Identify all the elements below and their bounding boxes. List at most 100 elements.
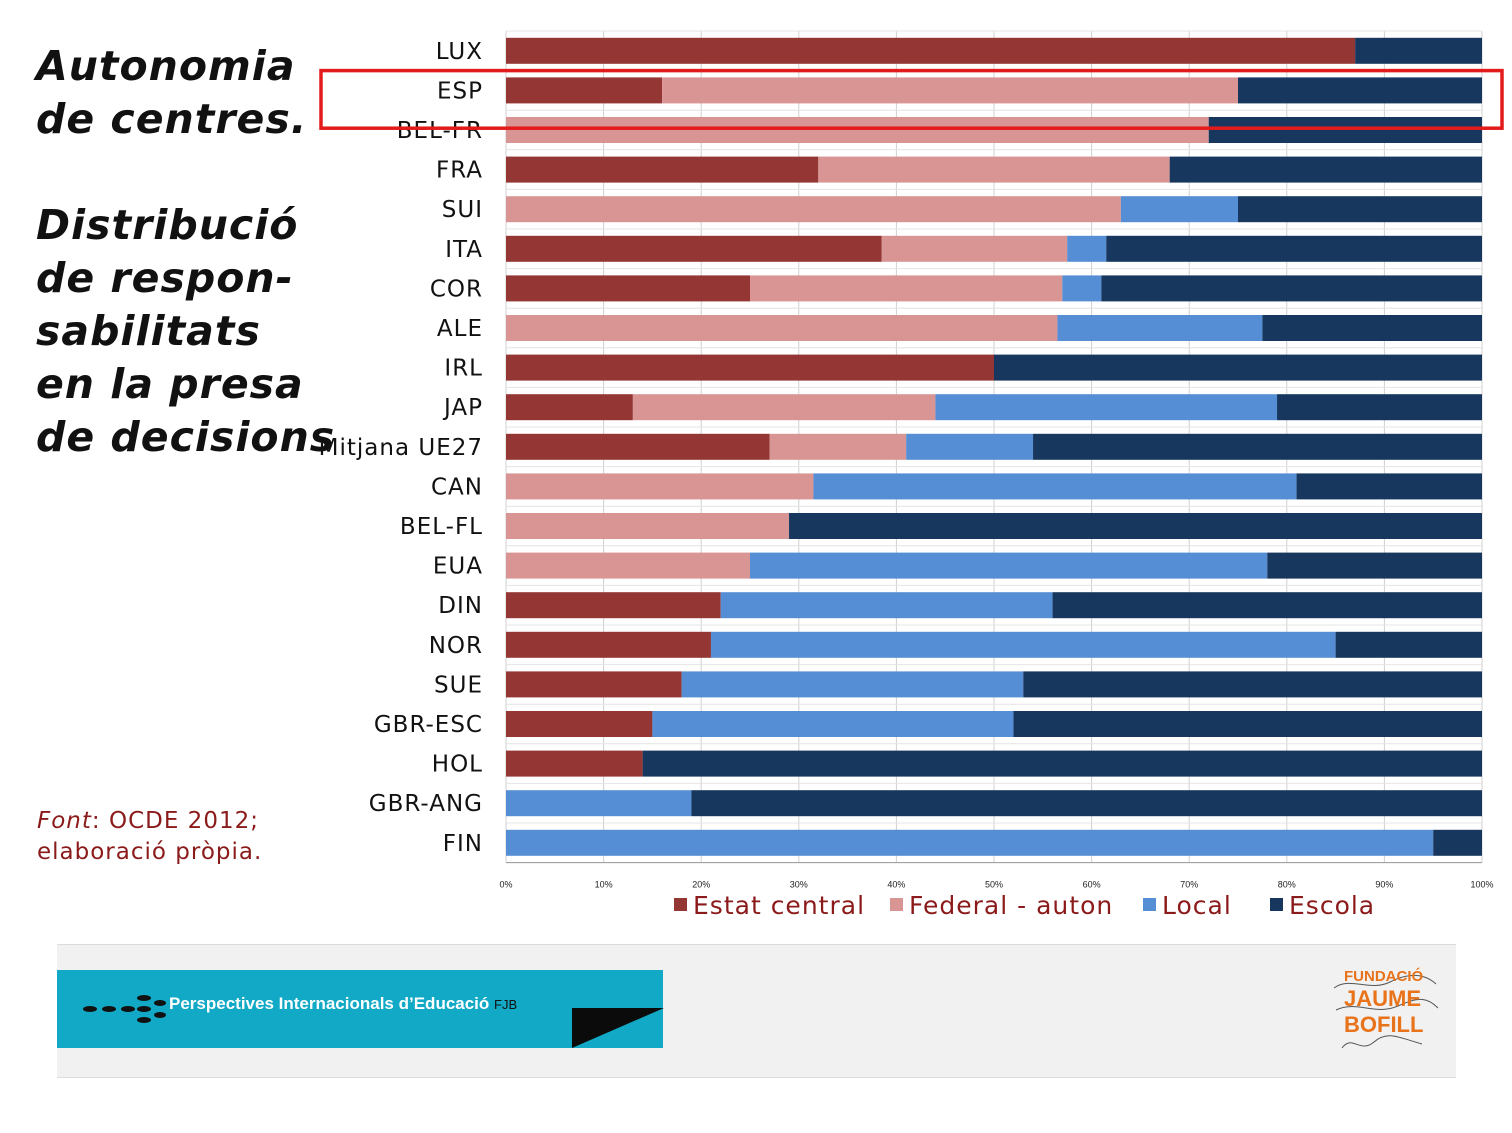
bar-segment	[506, 592, 721, 619]
bar-segment	[1023, 671, 1482, 698]
bar-segment	[691, 790, 1482, 817]
logo-line: FUNDACIÓ	[1344, 968, 1424, 985]
bar-segment	[750, 275, 1063, 302]
title-line: Distribució	[36, 201, 299, 249]
category-label: GBR-ANG	[369, 791, 483, 817]
x-tick-label: 50%	[985, 880, 1003, 890]
x-tick-label: 90%	[1375, 880, 1393, 890]
category-label: BEL-FL	[400, 514, 483, 540]
bar-segment	[506, 631, 711, 658]
bar-segment	[506, 235, 882, 262]
bar-segment	[1120, 196, 1238, 223]
bar-segment	[506, 671, 682, 698]
bar-segment	[1238, 77, 1482, 104]
category-label: LUX	[436, 39, 483, 65]
category-label: HOL	[432, 752, 483, 778]
bar-segment	[789, 513, 1482, 539]
source-text: : OCDE 2012;	[91, 808, 259, 834]
stacked-bar-chart: LUX ESP BEL-FR FRA SUI ITA COR ALE IRL JAP Mitjana…	[319, 30, 1504, 920]
source-text-2: elaboració pròpia.	[37, 839, 263, 865]
bar-segment	[506, 315, 1058, 341]
legend-swatch	[1270, 898, 1283, 911]
category-label: FIN	[443, 831, 483, 857]
title-line: de respon-	[36, 254, 294, 302]
banner-text: Perspectives Internacionals d’Educació	[169, 994, 490, 1013]
bar-segment	[710, 631, 1336, 658]
bar-segment	[1101, 275, 1482, 302]
x-tick-label: 80%	[1278, 880, 1296, 890]
chart-title: Autonomia de centres. Distribució de res…	[36, 40, 335, 464]
bar-segment	[1062, 275, 1102, 302]
bar-segment	[506, 750, 643, 777]
x-tick-label: 0%	[499, 880, 512, 890]
category-label: IRL	[444, 356, 483, 382]
x-tick-label: 20%	[692, 880, 710, 890]
foundation-logo: FUNDACIÓ JAUME BOFILL	[1330, 962, 1440, 1062]
category-label: JAP	[442, 395, 483, 421]
bar-segment	[1106, 235, 1482, 262]
source-label: Font	[37, 808, 92, 834]
x-tick-label: 30%	[790, 880, 808, 890]
x-tick-label: 70%	[1180, 880, 1198, 890]
bar-segment	[935, 394, 1278, 421]
category-label: COR	[430, 276, 483, 302]
category-label: Mitjana UE27	[319, 435, 483, 461]
bar-segment	[813, 473, 1297, 500]
bar-segment	[506, 37, 1356, 64]
category-label: SUE	[434, 672, 483, 698]
source-note: Font: OCDE 2012; elaboració pròpia.	[37, 806, 262, 868]
bar-segment	[1277, 394, 1482, 421]
title-line: Autonomia	[36, 42, 296, 90]
title-line: de decisions	[36, 413, 336, 461]
legend-label: Local	[1162, 891, 1232, 920]
bar-segment	[506, 552, 750, 579]
x-tick-label: 60%	[1083, 880, 1101, 890]
bar-segment	[506, 513, 790, 539]
bar-segment	[662, 77, 1238, 104]
bar-segment	[1033, 433, 1482, 460]
bar-segment	[506, 117, 1209, 143]
bar-segment	[1355, 37, 1482, 64]
category-label: ESP	[437, 78, 483, 104]
category-label: ITA	[445, 237, 483, 263]
signature-scribble	[1333, 975, 1439, 1049]
logo-line: JAUME	[1344, 986, 1422, 1011]
banner	[57, 970, 663, 1048]
category-label: ALE	[437, 316, 483, 342]
title-line: sabilitats	[36, 307, 261, 355]
bar-segment	[506, 433, 770, 460]
bar-segment	[1052, 592, 1482, 619]
bar-segment	[906, 433, 1034, 460]
bar-segment	[506, 829, 1434, 856]
bar-segment	[506, 156, 819, 183]
bar-segment	[1238, 196, 1482, 223]
bar-segment	[506, 711, 653, 737]
x-tick-label: 40%	[887, 880, 905, 890]
bar-segment	[506, 790, 692, 817]
bar-segment	[1169, 156, 1482, 183]
bar-segment	[652, 711, 1014, 737]
banner-fold	[572, 1008, 664, 1048]
bar-segment	[818, 156, 1170, 183]
bar-segment	[881, 235, 1068, 262]
bar-segment	[632, 394, 936, 421]
bar-segment	[1262, 315, 1482, 341]
bar-segment	[642, 750, 1482, 777]
bar-segment	[720, 592, 1053, 619]
bar-segment	[1057, 315, 1263, 341]
category-label: EUA	[433, 554, 483, 580]
bar-segment	[506, 77, 663, 104]
bar-segment	[506, 354, 994, 381]
bar-segment	[750, 552, 1268, 579]
legend-label: Escola	[1289, 891, 1375, 920]
category-label: BEL-FR	[397, 118, 483, 144]
bar-segment	[1208, 117, 1482, 143]
x-tick-label: 10%	[595, 880, 613, 890]
category-label: GBR-ESC	[374, 712, 483, 738]
legend-swatch	[674, 898, 687, 911]
banner-suffix: FJB	[494, 997, 518, 1012]
category-label: FRA	[436, 158, 483, 184]
bar-segment	[1013, 711, 1482, 737]
x-tick-label: 100%	[1470, 880, 1493, 890]
category-label: SUI	[442, 197, 483, 223]
